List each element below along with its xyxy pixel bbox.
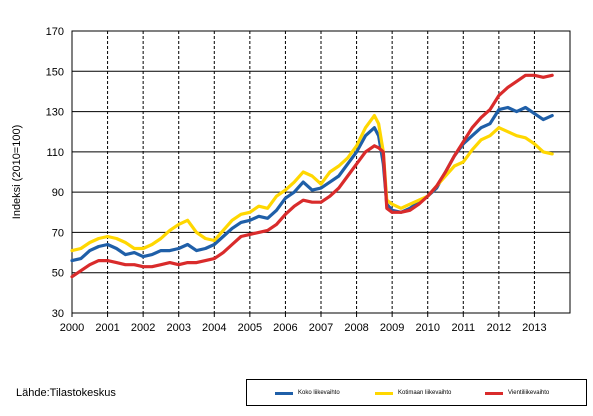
series-line-koko-liikevaihto — [70, 105, 554, 263]
series-line-vientiliikevaihto — [70, 73, 554, 279]
legend-item-vientiliikevaihto: Vientiliikevaihto — [485, 388, 549, 398]
series-line-kotimaan-liikevaihto — [70, 113, 554, 253]
legend-item-koko-liikevaihto: Koko liikevaihto — [275, 388, 340, 398]
x-tick-label: 2001 — [95, 322, 119, 334]
x-tick-label: 2008 — [344, 322, 368, 334]
y-tick-label: 110 — [46, 147, 64, 159]
plot-area-border — [71, 30, 571, 314]
x-tick-label: 2003 — [166, 322, 190, 334]
series-lines — [70, 73, 554, 279]
x-tick-label: 2012 — [487, 322, 511, 334]
x-axis-tick-labels: 2000 2001 2002 2003 2004 2005 2006 2007 2008 2009… — [60, 322, 547, 334]
y-tick-label: 70 — [52, 227, 64, 239]
legend-item-kotimaan-liikevaihto: Kotimaan liikevaihto — [375, 388, 451, 398]
legend-swatch-vientiliikevaihto — [485, 391, 503, 395]
x-tick-label: 2009 — [380, 322, 404, 334]
vertical-gridlines — [71, 31, 535, 317]
legend-swatch-koko-liikevaihto — [275, 391, 293, 395]
x-tick-label: 2002 — [131, 322, 155, 334]
y-tick-label: 150 — [46, 66, 64, 78]
legend-label-koko-liikevaihto: Koko liikevaihto — [298, 390, 340, 396]
y-axis-tick-labels: 30 50 70 90 110 130 150 170 — [46, 26, 64, 320]
legend-label-vientiliikevaihto: Vientiliikevaihto — [508, 390, 550, 396]
legend: Koko liikevaihto Kotimaan liikevaihto Vi… — [246, 379, 587, 406]
x-tick-label: 2013 — [522, 322, 546, 334]
x-tick-label: 2004 — [202, 322, 226, 334]
x-tick-label: 2010 — [415, 322, 439, 334]
x-tick-label: 2007 — [309, 322, 333, 334]
x-tick-label: 2011 — [451, 322, 475, 334]
y-tick-label: 90 — [52, 187, 64, 199]
x-tick-label: 2005 — [238, 322, 262, 334]
y-tick-label: 170 — [46, 26, 64, 38]
source-label: Lähde:Tilastokeskus — [16, 387, 116, 399]
legend-swatch-kotimaan-liikevaihto — [375, 391, 393, 395]
x-tick-label: 2006 — [273, 322, 297, 334]
y-tick-label: 30 — [52, 308, 64, 320]
y-tick-label: 50 — [52, 268, 64, 280]
x-tick-label: 2000 — [60, 322, 84, 334]
legend-label-kotimaan-liikevaihto: Kotimaan liikevaihto — [398, 390, 452, 396]
y-tick-label: 130 — [46, 107, 64, 119]
y-axis-label: Indeksi (2010=100) — [11, 125, 23, 219]
